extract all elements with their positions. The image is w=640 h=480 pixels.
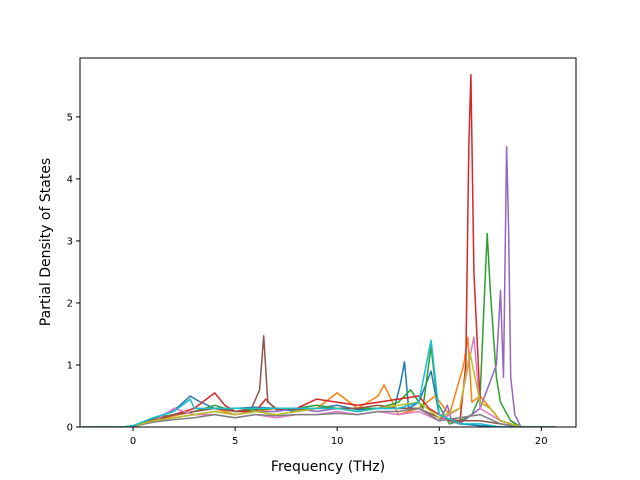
y-tick-label: 4 [67, 174, 73, 185]
y-tick-label: 0 [67, 423, 73, 434]
y-tick-label: 2 [67, 298, 73, 309]
y-tick-label: 3 [67, 236, 73, 247]
x-tick-label: 15 [433, 436, 446, 447]
x-tick-label: 10 [331, 436, 344, 447]
y-axis-ticks: 0 1 2 3 4 5 [67, 112, 80, 434]
x-axis-ticks: 0 5 10 15 20 [130, 427, 548, 447]
x-tick-label: 5 [232, 436, 238, 447]
plot-frame [79, 57, 577, 428]
y-tick-label: 1 [67, 360, 73, 371]
y-tick-label: 5 [67, 112, 73, 123]
series-line-4 [82, 73, 556, 427]
series-line-8 [82, 407, 556, 427]
series-line-10 [82, 339, 556, 427]
series-layer [82, 73, 556, 427]
series-line-6 [82, 335, 556, 427]
x-tick-label: 0 [130, 436, 136, 447]
series-line-7 [82, 336, 556, 427]
series-line-2 [82, 336, 556, 427]
x-tick-label: 20 [535, 436, 548, 447]
y-axis-title: Partial Density of States [38, 158, 54, 326]
x-axis-title: Frequency (THz) [271, 459, 385, 475]
